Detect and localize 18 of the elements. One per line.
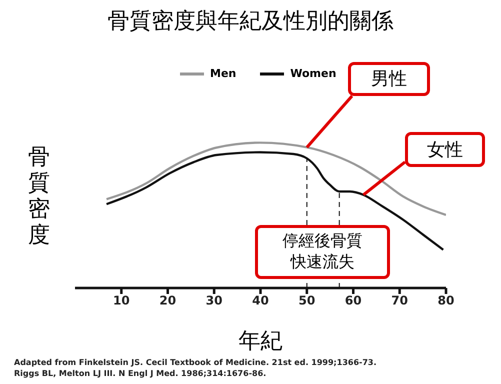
x-tick-label: 60 xyxy=(344,294,362,308)
annotation: 男性 xyxy=(370,67,408,91)
x-tick-label: 80 xyxy=(438,294,454,308)
x-tick-label: 50 xyxy=(298,294,316,308)
text: Riggs BL, Melton LJ III. N Engl J Med. 1986;314:1676-86. xyxy=(14,369,266,378)
x-tick-label: 20 xyxy=(159,294,176,308)
y-axis-title: 骨質密度 xyxy=(27,145,51,249)
annotation: 女性 xyxy=(426,138,464,162)
x-tick-label: 10 xyxy=(113,294,130,308)
x-tick-label: 40 xyxy=(252,294,269,308)
x-axis-title: 年紀 xyxy=(238,328,284,356)
x-tick-label: 70 xyxy=(391,294,408,308)
chart-title: 骨質密度與年紀及性別的關係 xyxy=(106,8,394,36)
legend-label: Women xyxy=(290,67,336,80)
x-tick-label: 30 xyxy=(206,294,222,308)
text: Adapted from Finkelstein JS. Cecil Textbook of Medicine. 21st ed. 1999;1366-73. xyxy=(14,358,377,367)
legend-label: Men xyxy=(210,67,236,80)
annotation: 停經後骨質快速流失 xyxy=(281,231,364,273)
